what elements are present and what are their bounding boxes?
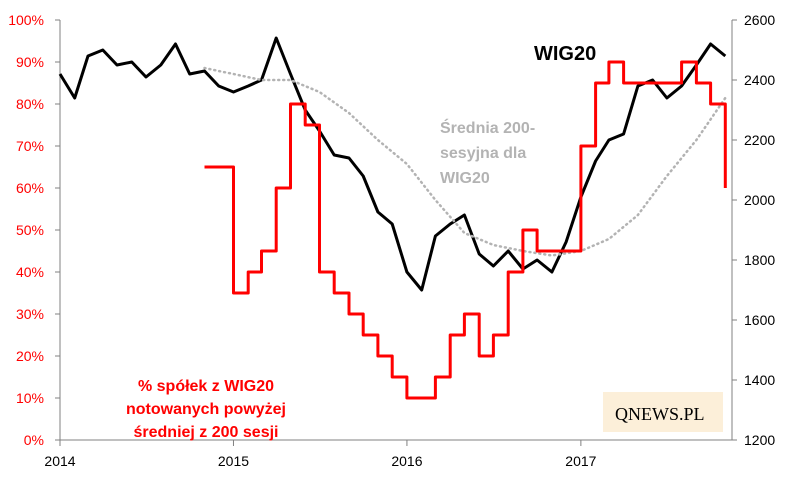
qnews-logo: QNEWS.PL [603,392,723,432]
left-tick-label: 100% [8,12,44,28]
right-tick-label: 1400 [744,372,775,388]
right-tick-label: 1800 [744,252,775,268]
left-tick-label: 70% [16,138,44,154]
series-percent-above-ma [204,60,727,400]
series-moving-average [203,66,727,257]
series-layer [58,36,727,400]
logo-background [603,392,723,432]
series-line [58,36,727,292]
moving-average-annotation: Średnia 200- sesyjna dla WIG20 [440,118,535,187]
x-tick-label: 2014 [44,453,75,469]
annotation-line: notowanych powyżej [126,401,286,418]
left-tick-label: 40% [16,264,44,280]
left-tick-label: 50% [16,222,44,238]
series-wig20 [58,36,727,292]
right-tick-label: 1200 [744,432,775,448]
x-tick-label: 2016 [391,453,422,469]
left-tick-label: 20% [16,348,44,364]
x-tick-label: 2015 [218,453,249,469]
logo-text: QNEWS.PL [615,404,705,424]
right-tick-label: 1600 [744,312,775,328]
axes [55,19,737,446]
percent-series-annotation: % spółek z WIG20 notowanych powyżej średni… [126,378,286,441]
annotation-line: średniej z 200 sesji [134,424,279,441]
left-tick-label: 0% [24,432,44,448]
left-tick-label: 10% [16,390,44,406]
left-tick-label: 90% [16,54,44,70]
annotation-line: sesyjna dla [440,145,526,162]
x-tick-label: 2017 [565,453,596,469]
right-tick-label: 2600 [744,12,775,28]
right-tick-label: 2400 [744,72,775,88]
chart-title: WIG20 [534,43,596,65]
left-tick-label: 60% [16,180,44,196]
annotation-line: WIG20 [440,170,490,187]
annotation-line: % spółek z WIG20 [138,378,274,395]
left-tick-label: 30% [16,306,44,322]
right-tick-label: 2000 [744,192,775,208]
tick-labels: 2014 2015 2016 2017 1200 1400 1600 1800 2000 2200… [8,12,775,469]
series-line [204,60,727,400]
left-tick-label: 80% [16,96,44,112]
right-tick-label: 2200 [744,132,775,148]
series-line [203,66,727,257]
annotation-line: Średnia 200- [440,118,535,137]
